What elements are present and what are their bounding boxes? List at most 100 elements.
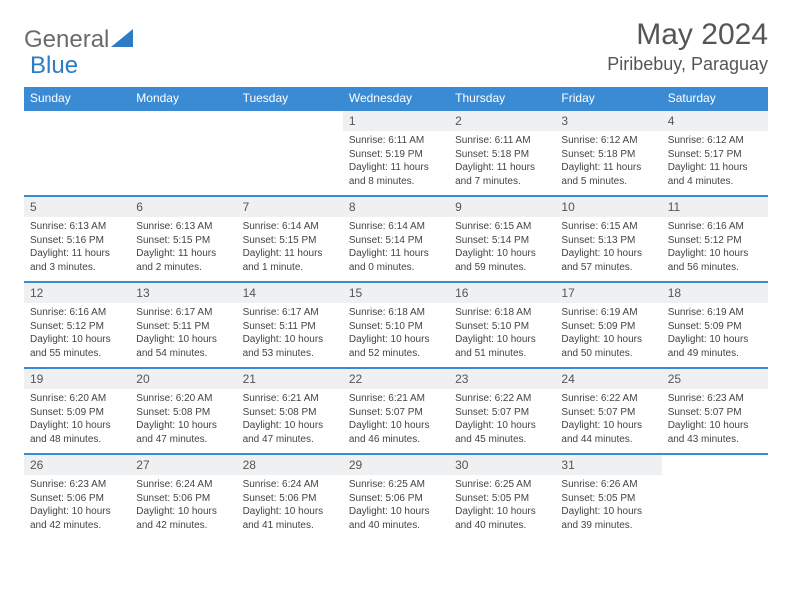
day-details: Sunrise: 6:16 AMSunset: 5:12 PMDaylight:…: [662, 217, 768, 278]
day-cell: 14Sunrise: 6:17 AMSunset: 5:11 PMDayligh…: [237, 282, 343, 368]
day-cell: 1Sunrise: 6:11 AMSunset: 5:19 PMDaylight…: [343, 110, 449, 196]
logo-text-2: Blue: [30, 52, 78, 79]
day-details: Sunrise: 6:19 AMSunset: 5:09 PMDaylight:…: [555, 303, 661, 364]
day-details: Sunrise: 6:20 AMSunset: 5:09 PMDaylight:…: [24, 389, 130, 450]
day-details: Sunrise: 6:20 AMSunset: 5:08 PMDaylight:…: [130, 389, 236, 450]
day-details: Sunrise: 6:15 AMSunset: 5:13 PMDaylight:…: [555, 217, 661, 278]
day-number: 20: [130, 369, 236, 389]
day-number: 11: [662, 197, 768, 217]
location: Piribebuy, Paraguay: [607, 54, 768, 75]
day-number: 23: [449, 369, 555, 389]
day-cell: 24Sunrise: 6:22 AMSunset: 5:07 PMDayligh…: [555, 368, 661, 454]
day-cell: 18Sunrise: 6:19 AMSunset: 5:09 PMDayligh…: [662, 282, 768, 368]
day-header: Sunday: [24, 87, 130, 110]
day-details: Sunrise: 6:14 AMSunset: 5:15 PMDaylight:…: [237, 217, 343, 278]
day-number: 19: [24, 369, 130, 389]
day-cell: 10Sunrise: 6:15 AMSunset: 5:13 PMDayligh…: [555, 196, 661, 282]
title-block: May 2024 Piribebuy, Paraguay: [607, 18, 768, 75]
day-cell: [237, 110, 343, 196]
day-cell: 12Sunrise: 6:16 AMSunset: 5:12 PMDayligh…: [24, 282, 130, 368]
day-number: 4: [662, 111, 768, 131]
day-details: Sunrise: 6:18 AMSunset: 5:10 PMDaylight:…: [449, 303, 555, 364]
day-cell: 13Sunrise: 6:17 AMSunset: 5:11 PMDayligh…: [130, 282, 236, 368]
day-details: Sunrise: 6:12 AMSunset: 5:17 PMDaylight:…: [662, 131, 768, 192]
day-details: Sunrise: 6:18 AMSunset: 5:10 PMDaylight:…: [343, 303, 449, 364]
day-details: Sunrise: 6:26 AMSunset: 5:05 PMDaylight:…: [555, 475, 661, 536]
logo-text-1: General: [24, 26, 109, 54]
day-cell: 4Sunrise: 6:12 AMSunset: 5:17 PMDaylight…: [662, 110, 768, 196]
day-cell: 26Sunrise: 6:23 AMSunset: 5:06 PMDayligh…: [24, 454, 130, 540]
day-number: 9: [449, 197, 555, 217]
logo-triangle-icon: [111, 29, 133, 52]
day-cell: [130, 110, 236, 196]
week-row: 12Sunrise: 6:16 AMSunset: 5:12 PMDayligh…: [24, 282, 768, 368]
empty-cell: [130, 111, 236, 131]
day-details: Sunrise: 6:25 AMSunset: 5:06 PMDaylight:…: [343, 475, 449, 536]
day-number: 18: [662, 283, 768, 303]
day-number: 17: [555, 283, 661, 303]
day-details: Sunrise: 6:24 AMSunset: 5:06 PMDaylight:…: [237, 475, 343, 536]
day-cell: 16Sunrise: 6:18 AMSunset: 5:10 PMDayligh…: [449, 282, 555, 368]
day-cell: 15Sunrise: 6:18 AMSunset: 5:10 PMDayligh…: [343, 282, 449, 368]
day-details: Sunrise: 6:23 AMSunset: 5:07 PMDaylight:…: [662, 389, 768, 450]
calendar-table: SundayMondayTuesdayWednesdayThursdayFrid…: [24, 87, 768, 540]
day-number: 2: [449, 111, 555, 131]
day-details: Sunrise: 6:12 AMSunset: 5:18 PMDaylight:…: [555, 131, 661, 192]
day-details: Sunrise: 6:13 AMSunset: 5:15 PMDaylight:…: [130, 217, 236, 278]
day-cell: 20Sunrise: 6:20 AMSunset: 5:08 PMDayligh…: [130, 368, 236, 454]
day-details: Sunrise: 6:22 AMSunset: 5:07 PMDaylight:…: [449, 389, 555, 450]
day-cell: 9Sunrise: 6:15 AMSunset: 5:14 PMDaylight…: [449, 196, 555, 282]
week-row: 1Sunrise: 6:11 AMSunset: 5:19 PMDaylight…: [24, 110, 768, 196]
day-details: Sunrise: 6:21 AMSunset: 5:08 PMDaylight:…: [237, 389, 343, 450]
day-details: Sunrise: 6:22 AMSunset: 5:07 PMDaylight:…: [555, 389, 661, 450]
day-cell: 25Sunrise: 6:23 AMSunset: 5:07 PMDayligh…: [662, 368, 768, 454]
day-details: Sunrise: 6:24 AMSunset: 5:06 PMDaylight:…: [130, 475, 236, 536]
day-cell: 2Sunrise: 6:11 AMSunset: 5:18 PMDaylight…: [449, 110, 555, 196]
day-cell: [24, 110, 130, 196]
day-cell: 27Sunrise: 6:24 AMSunset: 5:06 PMDayligh…: [130, 454, 236, 540]
day-cell: 8Sunrise: 6:14 AMSunset: 5:14 PMDaylight…: [343, 196, 449, 282]
logo-blue-row: Blue: [30, 52, 78, 80]
day-cell: 23Sunrise: 6:22 AMSunset: 5:07 PMDayligh…: [449, 368, 555, 454]
day-number: 3: [555, 111, 661, 131]
day-details: Sunrise: 6:13 AMSunset: 5:16 PMDaylight:…: [24, 217, 130, 278]
day-number: 14: [237, 283, 343, 303]
logo: General: [24, 26, 135, 54]
day-details: Sunrise: 6:15 AMSunset: 5:14 PMDaylight:…: [449, 217, 555, 278]
day-number: 12: [24, 283, 130, 303]
day-number: 6: [130, 197, 236, 217]
day-cell: 5Sunrise: 6:13 AMSunset: 5:16 PMDaylight…: [24, 196, 130, 282]
day-cell: 17Sunrise: 6:19 AMSunset: 5:09 PMDayligh…: [555, 282, 661, 368]
day-details: Sunrise: 6:25 AMSunset: 5:05 PMDaylight:…: [449, 475, 555, 536]
day-number: 25: [662, 369, 768, 389]
day-number: 21: [237, 369, 343, 389]
day-number: 29: [343, 455, 449, 475]
day-header: Saturday: [662, 87, 768, 110]
day-number: 27: [130, 455, 236, 475]
day-header-row: SundayMondayTuesdayWednesdayThursdayFrid…: [24, 87, 768, 110]
day-details: Sunrise: 6:11 AMSunset: 5:19 PMDaylight:…: [343, 131, 449, 192]
day-cell: [662, 454, 768, 540]
day-cell: 3Sunrise: 6:12 AMSunset: 5:18 PMDaylight…: [555, 110, 661, 196]
day-details: Sunrise: 6:23 AMSunset: 5:06 PMDaylight:…: [24, 475, 130, 536]
day-number: 30: [449, 455, 555, 475]
day-header: Friday: [555, 87, 661, 110]
day-number: 26: [24, 455, 130, 475]
day-number: 8: [343, 197, 449, 217]
day-number: 16: [449, 283, 555, 303]
day-cell: 19Sunrise: 6:20 AMSunset: 5:09 PMDayligh…: [24, 368, 130, 454]
day-header: Thursday: [449, 87, 555, 110]
day-details: Sunrise: 6:17 AMSunset: 5:11 PMDaylight:…: [130, 303, 236, 364]
week-row: 19Sunrise: 6:20 AMSunset: 5:09 PMDayligh…: [24, 368, 768, 454]
day-header: Tuesday: [237, 87, 343, 110]
header: General May 2024 Piribebuy, Paraguay: [24, 18, 768, 75]
day-header: Monday: [130, 87, 236, 110]
day-number: 24: [555, 369, 661, 389]
empty-cell: [662, 455, 768, 475]
empty-cell: [237, 111, 343, 131]
day-number: 1: [343, 111, 449, 131]
day-details: Sunrise: 6:11 AMSunset: 5:18 PMDaylight:…: [449, 131, 555, 192]
day-cell: 22Sunrise: 6:21 AMSunset: 5:07 PMDayligh…: [343, 368, 449, 454]
day-details: Sunrise: 6:14 AMSunset: 5:14 PMDaylight:…: [343, 217, 449, 278]
day-details: Sunrise: 6:21 AMSunset: 5:07 PMDaylight:…: [343, 389, 449, 450]
